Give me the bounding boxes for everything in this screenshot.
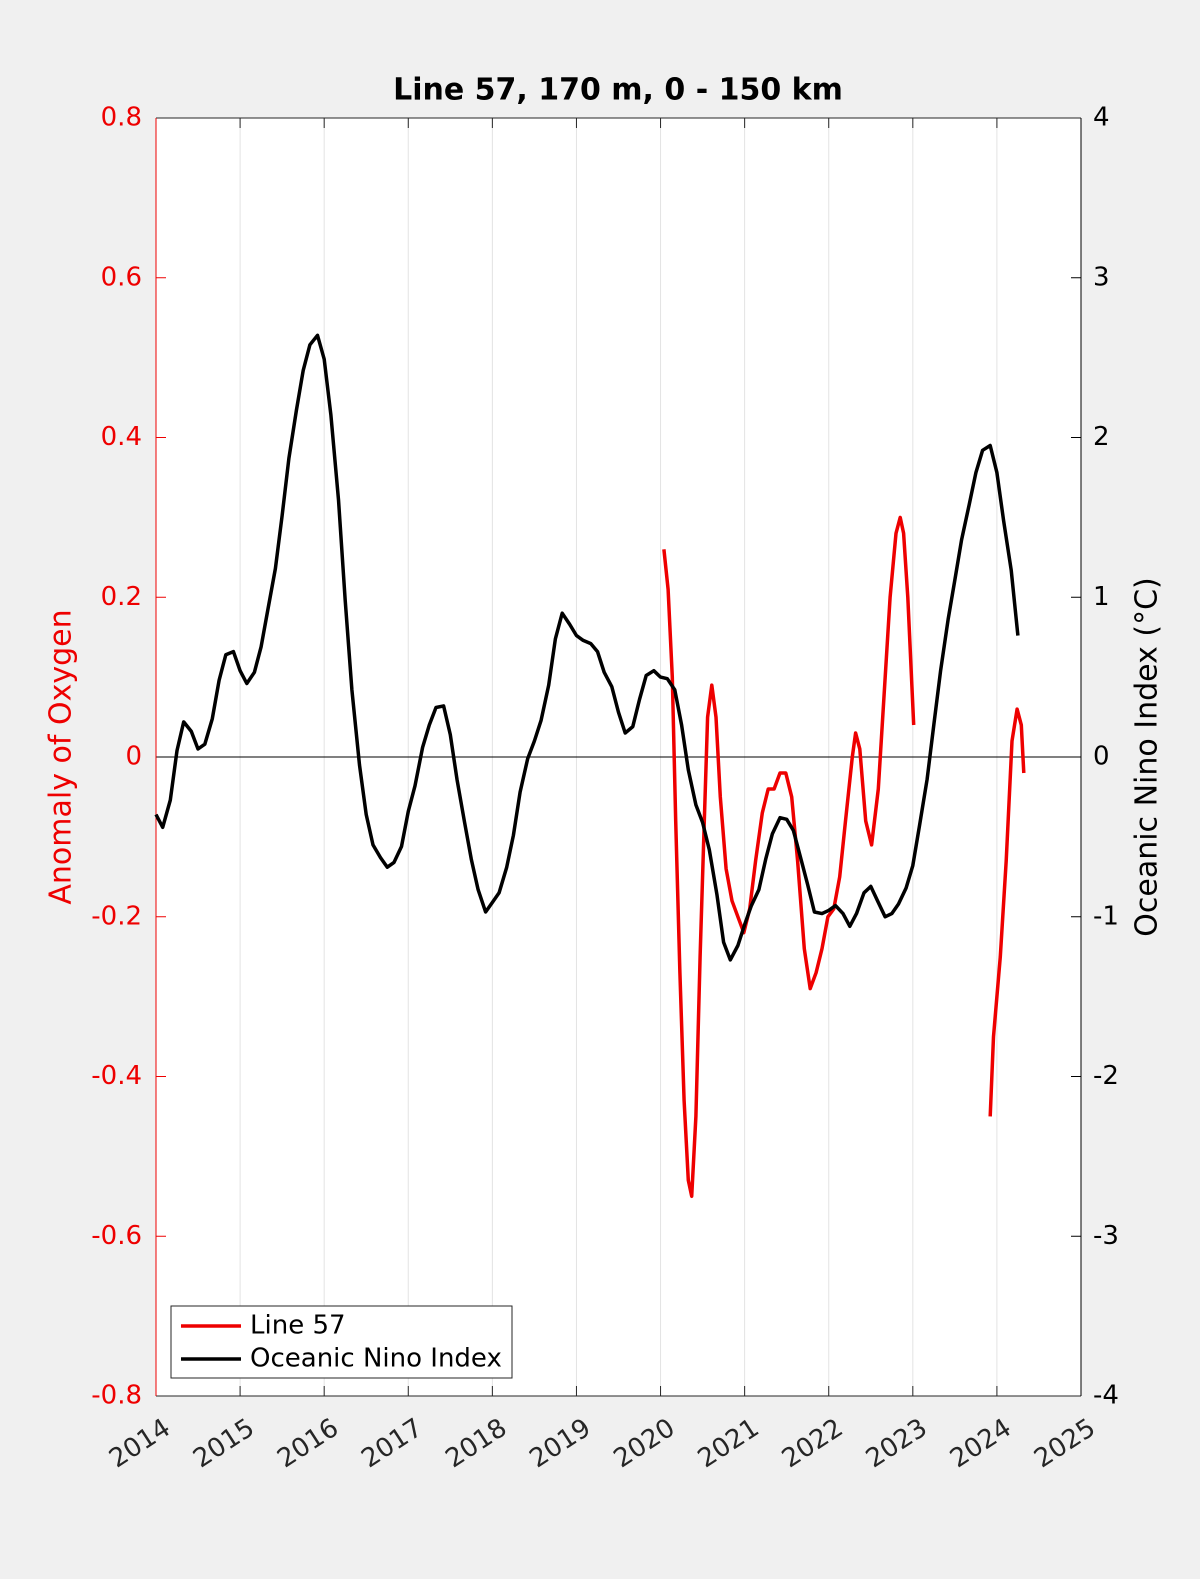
y2-axis-label: Oceanic Nino Index (°C): [1130, 577, 1165, 937]
x-tick-label: 2015: [188, 1413, 260, 1474]
x-tick-label: 2019: [525, 1413, 597, 1474]
x-tick-label: 2025: [1029, 1413, 1101, 1474]
y-tick-label: 0.6: [101, 262, 142, 292]
y-tick-label: 0.4: [101, 422, 142, 452]
x-tick-label: 2016: [272, 1413, 344, 1474]
y2-tick-label: 0: [1093, 742, 1110, 772]
chart-title: Line 57, 170 m, 0 - 150 km: [393, 73, 843, 108]
y-tick-label: -0.8: [91, 1381, 142, 1411]
y-tick-label: 0: [125, 742, 142, 772]
series-line: [662, 515, 1026, 1199]
x-tick-label: 2024: [945, 1413, 1017, 1474]
y2-tick-label: -1: [1093, 901, 1119, 931]
legend-label: Line 57: [250, 1311, 346, 1341]
y2-tick-label: 1: [1093, 582, 1110, 612]
y-axis-label: Anomaly of Oxygen: [44, 609, 79, 904]
y-tick-label: -0.6: [91, 1221, 142, 1251]
y2-tick-label: -2: [1093, 1061, 1119, 1091]
x-tick-label: 2022: [777, 1413, 849, 1474]
y-tick-label: -0.2: [91, 901, 142, 931]
y-tick-label: 0.8: [101, 103, 142, 133]
y2-tick-label: 3: [1093, 262, 1110, 292]
x-tick-label: 2014: [104, 1413, 176, 1474]
x-tick-label: 2017: [356, 1413, 428, 1474]
x-tick-label: 2021: [693, 1413, 765, 1474]
legend-label: Oceanic Nino Index: [250, 1344, 502, 1374]
y2-tick-label: 4: [1093, 103, 1110, 133]
x-tick-label: 2018: [440, 1413, 512, 1474]
y2-tick-label: -4: [1093, 1381, 1119, 1411]
y-tick-label: 0.2: [101, 582, 142, 612]
y-tick-label: -0.4: [91, 1061, 142, 1091]
y2-tick-label: -3: [1093, 1221, 1119, 1251]
legend-box: [170, 1305, 513, 1379]
x-tick-label: 2023: [861, 1413, 933, 1474]
x-tick-label: 2020: [609, 1413, 681, 1474]
series-line: [154, 333, 1020, 962]
y2-tick-label: 2: [1093, 422, 1110, 452]
